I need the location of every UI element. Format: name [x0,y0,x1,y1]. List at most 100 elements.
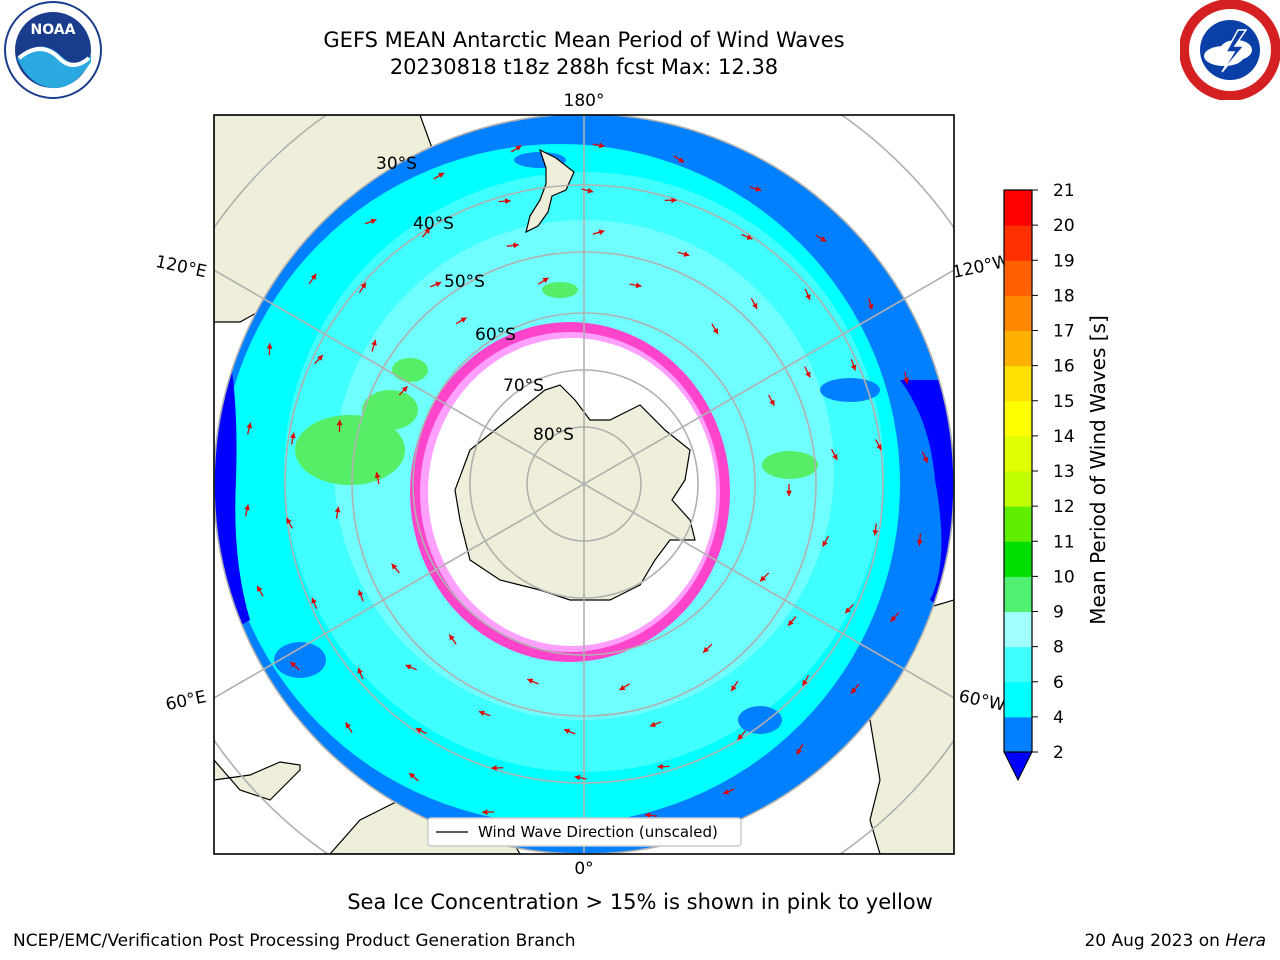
colorbar-tick-label: 13 [1053,462,1075,482]
lat-label-40s: 40°S [413,214,454,234]
colorbar-tick-label: 14 [1053,427,1075,447]
wind-wave-arrow-head [805,294,811,301]
lat-label-80s: 80°S [533,425,574,445]
colorbar-tick-label: 12 [1053,497,1075,517]
graticule [214,115,954,854]
map-legend: Wind Wave Direction (unscaled) [427,817,742,847]
wind-wave-arrow-head [731,685,737,692]
colorbar-tick-label: 8 [1053,638,1064,658]
wind-wave-arrow-head [317,354,323,361]
wind-wave-arrow-head [513,242,519,249]
wind-wave-arrow-head [311,597,317,604]
wind-wave-arrow-head [649,721,656,727]
wind-wave-arrow-head [334,506,341,513]
wind-wave-arrow-head [515,145,522,151]
lon-label-180: 180° [564,91,605,111]
lat-label-30s: 30°S [376,154,417,174]
wind-wave-arrow-head [712,327,719,334]
wind-wave-arrow-head [482,809,488,816]
wind-wave-arrow-head [802,679,808,686]
wind-wave-arrow-head [345,722,351,729]
wind-wave-arrow-head [246,422,253,429]
colorbar-tick-label: 11 [1053,532,1075,552]
wind-wave-arrow-head [832,453,838,460]
colorbar-swatch [1004,471,1032,507]
map-frame [213,114,955,855]
chart-title: GEFS MEAN Antarctic Mean Period of Wind … [323,28,845,52]
wind-wave-arrow-head [449,634,455,641]
colorbar-tick-label: 2 [1053,743,1064,763]
wind-wave-arrow-head [290,432,296,439]
wind-wave-arrow-head [438,172,445,178]
wind-wave-arrow-head [890,615,897,622]
lat-label-50s: 50°S [444,272,485,292]
wind-wave-arrow-head [286,517,292,524]
wind-wave-arrow-head [357,667,363,674]
wind-wave-arrow-head [760,575,766,582]
lon-label-60e: 60°E [164,687,208,715]
wind-wave-arrow-head [505,198,511,205]
wind-wave-arrow-head [491,765,497,771]
wind-wave-arrow-head [851,687,857,694]
date-text: 20 Aug 2023 on Hera [1084,931,1266,951]
date-host: Hera [1225,931,1266,951]
wind-wave-arrow-head [564,728,570,734]
wind-wave-arrow-head [266,343,273,349]
colorbar-tick-label: 20 [1053,216,1075,236]
nws-logo [1180,0,1280,100]
lon-label-60w: 60°W [957,686,1007,715]
colorbar-swatch [1004,681,1032,718]
wind-wave-arrow-head [922,456,928,463]
lon-label-120e: 120°E [154,252,209,282]
lon-label-0: 0° [574,859,593,879]
wind-wave-arrow-head [788,619,794,626]
antarctica [454,384,696,601]
wind-wave-arrow-head [796,748,802,755]
colorbar-tick-label: 17 [1053,322,1075,342]
wind-wave-arrow-head [244,504,250,511]
wind-wave-arrow-head [657,763,663,770]
colorbar-tick-label: 10 [1053,567,1075,587]
wind-wave-arrow-head [876,444,882,451]
wind-wave-arrow-head [820,236,827,242]
wind-wave-arrow-head [435,281,442,287]
colorbar-swatch [1004,330,1032,367]
wind-wave-arrow-head [370,218,377,225]
wind-wave-arrow-head [746,234,753,240]
colorbar-swatch [1004,225,1032,261]
wind-wave-arrow-head [671,197,677,204]
wind-wave-arrow-head [805,371,811,378]
wind-wave-arrow-head [737,733,744,740]
wind-wave-arrow-head [872,529,879,536]
wind-wave-arrow-head [391,563,398,570]
wind-wave-arrow-head [460,317,467,323]
colorbar-swatch [1004,541,1032,577]
noaa-logo-text: NOAA [31,22,76,38]
colorbar-swatch [1004,611,1032,648]
wind-wave-arrows [244,142,929,828]
date-prefix: 20 Aug 2023 on [1084,931,1220,951]
chart-subtitle: 20230818 t18z 288h fcst Max: 12.38 [389,55,779,79]
colorbar-swatch [1004,260,1032,296]
colorbar-tick-label: 19 [1053,251,1075,271]
wind-wave-arrow-head [598,142,605,149]
wind-wave-arrow-head [371,339,377,346]
colorbar-swatch [1004,716,1032,753]
colorbar-swatch [1004,295,1032,331]
wind-wave-arrow-head [574,774,581,781]
wind-wave-arrow-head [723,789,730,795]
wind-wave-arrow-head [405,664,412,670]
wind-wave-arrow-head [903,377,909,384]
colorbar-swatch [1004,506,1032,542]
lat-label-60s: 60°S [475,325,516,345]
lat-label-70s: 70°S [503,376,544,396]
wind-wave-arrow-head [845,607,851,614]
colorbar-label: Mean Period of Wind Waves [s] [1086,315,1110,625]
legend-label: Wind Wave Direction (unscaled) [478,823,718,841]
colorbar-swatch [1004,400,1032,437]
wind-wave-arrow-head [527,678,534,684]
wind-wave-arrow-head [290,661,297,668]
colorbar-tick-label: 15 [1053,392,1075,412]
colorbar-tick-label: 16 [1053,357,1075,377]
